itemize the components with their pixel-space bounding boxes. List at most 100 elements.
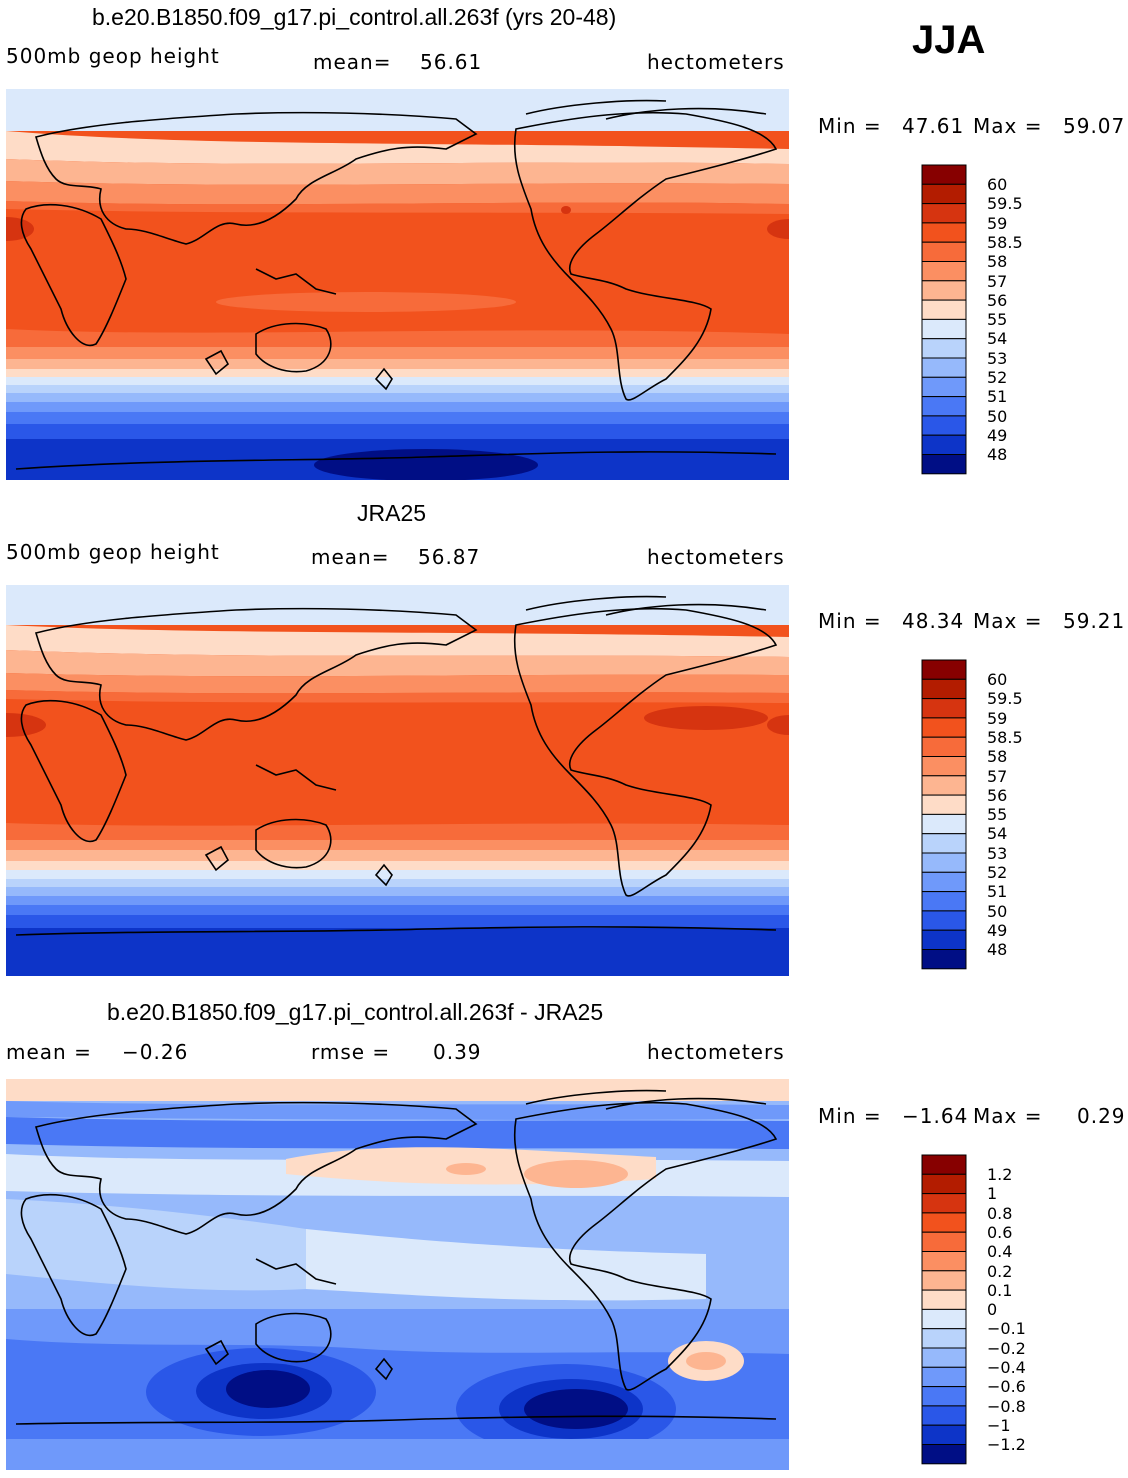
colorbar-swatch xyxy=(921,852,967,873)
panel1-min-label: Min = xyxy=(818,114,882,138)
colorbar-tick-label: 57 xyxy=(987,766,1008,786)
colorbar-tick-label: 56 xyxy=(987,785,1008,805)
colorbar-swatch xyxy=(921,1289,967,1310)
colorbar-swatch xyxy=(921,280,967,301)
panel1-max-value: 59.07 xyxy=(1063,114,1126,138)
colorbar-tick-label: 59.5 xyxy=(987,689,1023,709)
colorbar-tick-label: 54 xyxy=(987,824,1008,844)
colorbar-tick-label: 50 xyxy=(987,406,1008,426)
panel2-mean-value: 56.87 xyxy=(418,545,481,569)
colorbar-tick-label: 52 xyxy=(987,368,1008,387)
panel1-variable-label: 500mb geop height xyxy=(6,44,220,68)
colorbar-swatch xyxy=(921,698,967,719)
colorbar-swatch xyxy=(921,241,967,262)
colorbar-tick-label: 49 xyxy=(987,425,1008,445)
colorbar-tick-label: 49 xyxy=(987,920,1008,940)
colorbar-tick-label: −0.2 xyxy=(987,1338,1026,1358)
colorbar-tick-label: 48 xyxy=(987,940,1008,960)
colorbar-tick-label: 59 xyxy=(987,213,1008,233)
panel1-max-label: Max = xyxy=(973,114,1043,138)
colorbar-swatch xyxy=(921,1193,967,1214)
colorbar-tick-label: 51 xyxy=(987,882,1008,902)
colorbar-tick-label: 58 xyxy=(987,747,1008,767)
colorbar-swatch xyxy=(921,1366,967,1388)
colorbar-tick-label: 50 xyxy=(987,901,1008,921)
panel1-mean-value: 56.61 xyxy=(420,50,483,74)
colorbar-swatch xyxy=(921,1270,967,1291)
colorbar-tick-label: −1 xyxy=(987,1415,1011,1435)
colorbar-swatch xyxy=(921,299,967,320)
panel1-units: hectometers xyxy=(647,50,785,74)
panel3-min-value: −1.64 xyxy=(902,1104,969,1128)
colorbar-tick-label: −0.1 xyxy=(987,1319,1026,1339)
colorbar-tick-label: 0.1 xyxy=(987,1280,1013,1300)
colorbar-swatch xyxy=(921,376,967,398)
colorbar-swatch xyxy=(921,1424,967,1446)
colorbar-tick-label: −0.8 xyxy=(987,1396,1026,1416)
panel3-title: b.e20.B1850.f09_g17.pi_control.all.263f … xyxy=(107,999,604,1025)
colorbar-swatch xyxy=(921,396,967,417)
colorbar-tick-label: 59.5 xyxy=(987,194,1023,214)
colorbar-swatch xyxy=(921,454,967,475)
panel1-min-value: 47.61 xyxy=(902,114,965,138)
colorbar-tick-label: 0 xyxy=(987,1300,998,1320)
colorbar-swatch xyxy=(921,1308,967,1330)
colorbar-swatch xyxy=(921,756,967,777)
colorbar-tick-label: 53 xyxy=(987,348,1008,368)
panel2-max-value: 59.21 xyxy=(1063,609,1126,633)
colorbar-swatch xyxy=(921,775,967,796)
colorbar-swatch xyxy=(921,1231,967,1252)
panel3-min-label: Min = xyxy=(818,1104,882,1128)
panel2-mean-label: mean= xyxy=(311,545,390,569)
colorbar-tick-label: 59 xyxy=(987,708,1008,728)
colorbar-swatch xyxy=(921,910,967,931)
panel2-colorbar xyxy=(921,659,967,975)
colorbar-swatch xyxy=(921,1405,967,1426)
colorbar-swatch xyxy=(921,203,967,224)
colorbar-tick-label: 1.2 xyxy=(987,1165,1013,1184)
colorbar-swatch xyxy=(921,1154,967,1175)
panel3-map xyxy=(6,1079,789,1470)
colorbar-swatch xyxy=(921,949,967,970)
colorbar-swatch xyxy=(921,813,967,835)
colorbar-tick-label: −1.2 xyxy=(987,1435,1026,1455)
colorbar-tick-label: 1 xyxy=(987,1184,998,1204)
colorbar-swatch xyxy=(921,794,967,815)
colorbar-tick-label: 51 xyxy=(987,387,1008,407)
colorbar-tick-label: 53 xyxy=(987,843,1008,863)
colorbar-swatch xyxy=(921,1212,967,1233)
panel2-max-label: Max = xyxy=(973,609,1043,633)
colorbar-swatch xyxy=(921,1328,967,1349)
colorbar-tick-label: 56 xyxy=(987,290,1008,310)
colorbar-tick-label: 52 xyxy=(987,863,1008,882)
colorbar-tick-label: 0.4 xyxy=(987,1242,1013,1262)
colorbar-swatch xyxy=(921,1347,967,1368)
season-title: JJA xyxy=(912,18,986,62)
colorbar-swatch xyxy=(921,222,967,243)
colorbar-tick-label: 55 xyxy=(987,805,1008,825)
panel3-rmse-value: 0.39 xyxy=(433,1040,482,1064)
colorbar-swatch xyxy=(921,1173,967,1195)
colorbar-tick-label: 0.2 xyxy=(987,1261,1013,1281)
colorbar-swatch xyxy=(921,1251,967,1272)
colorbar-swatch xyxy=(921,164,967,185)
colorbar-swatch xyxy=(921,1444,967,1465)
colorbar-tick-label: 55 xyxy=(987,310,1008,330)
panel3-max-value: 0.29 xyxy=(1077,1104,1126,1128)
colorbar-swatch xyxy=(921,717,967,738)
colorbar-swatch xyxy=(921,318,967,340)
colorbar-swatch xyxy=(921,415,967,436)
colorbar-swatch xyxy=(921,183,967,205)
panel3-rmse-label: rmse = xyxy=(311,1040,391,1064)
colorbar-swatch xyxy=(921,891,967,912)
colorbar-tick-label: 58 xyxy=(987,252,1008,272)
panel1-mean-label: mean= xyxy=(313,50,392,74)
panel2-title: JRA25 xyxy=(357,500,427,526)
panel3-mean-value: −0.26 xyxy=(122,1040,189,1064)
colorbar-swatch xyxy=(921,434,967,456)
colorbar-swatch xyxy=(921,357,967,378)
colorbar-tick-label: 57 xyxy=(987,271,1008,291)
colorbar-tick-label: −0.6 xyxy=(987,1377,1026,1397)
panel3-colorbar xyxy=(921,1154,967,1470)
colorbar-tick-label: 58.5 xyxy=(987,727,1023,747)
